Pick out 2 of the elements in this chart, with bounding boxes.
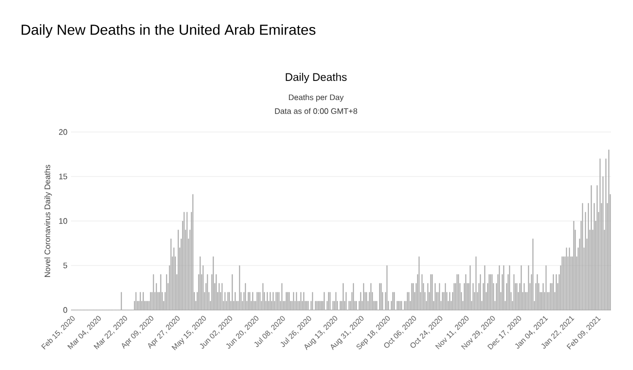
chart-subtitle: Daily Deaths bbox=[286, 72, 347, 84]
chart-title: Daily New Deaths in the United Arab Emirates bbox=[22, 24, 316, 38]
